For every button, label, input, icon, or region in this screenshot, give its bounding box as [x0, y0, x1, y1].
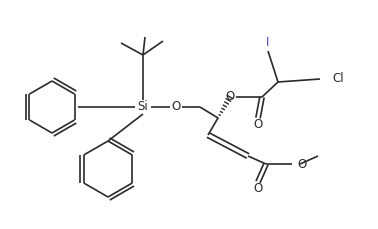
Text: O: O — [297, 158, 306, 171]
Text: O: O — [253, 118, 263, 131]
Text: O: O — [171, 101, 181, 114]
Text: Si: Si — [138, 101, 149, 114]
Text: Cl: Cl — [332, 73, 344, 85]
Text: I: I — [266, 36, 270, 49]
Text: O: O — [225, 90, 235, 104]
Text: O: O — [253, 183, 263, 196]
